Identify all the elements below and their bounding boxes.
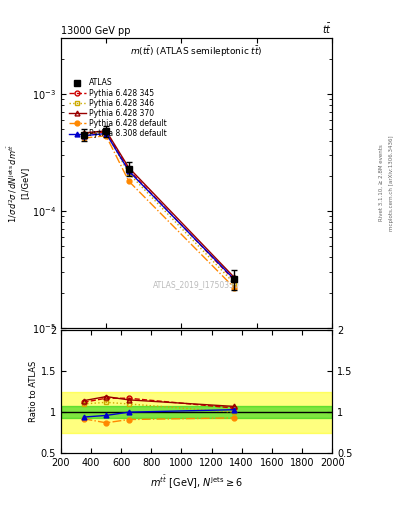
Line: Pythia 8.308 default: Pythia 8.308 default (81, 131, 237, 282)
Text: mcplots.cern.ch [arXiv:1306.3436]: mcplots.cern.ch [arXiv:1306.3436] (389, 135, 393, 231)
Pythia 8.308 default (232, 276, 237, 282)
Line: Pythia 6.428 370: Pythia 6.428 370 (81, 129, 237, 280)
Line: Pythia 6.428 345: Pythia 6.428 345 (81, 130, 237, 283)
Text: ATLAS_2019_I1750330: ATLAS_2019_I1750330 (153, 280, 240, 289)
Text: $m(t\bar{t})$ (ATLAS semileptonic $t\bar{t}$): $m(t\bar{t})$ (ATLAS semileptonic $t\bar… (130, 44, 263, 59)
Pythia 8.308 default (104, 131, 108, 137)
Bar (61, 407, 332, 418)
Pythia 6.428 370 (126, 164, 131, 170)
Pythia 6.428 345 (232, 277, 237, 283)
Pythia 6.428 346 (126, 170, 131, 176)
Pythia 6.428 default (104, 133, 108, 139)
Pythia 6.428 default (232, 285, 237, 291)
X-axis label: $m^{t\bar{t}}$ [GeV], $N^{\rm jets} \geq 6$: $m^{t\bar{t}}$ [GeV], $N^{\rm jets} \geq… (150, 474, 243, 490)
Pythia 6.428 345 (126, 167, 131, 173)
Line: Pythia 6.428 default: Pythia 6.428 default (81, 133, 237, 290)
Y-axis label: Ratio to ATLAS: Ratio to ATLAS (29, 361, 38, 422)
Bar (61, 392, 332, 433)
Pythia 6.428 370 (81, 130, 86, 136)
Pythia 8.308 default (81, 133, 86, 139)
Pythia 6.428 default (81, 135, 86, 141)
Text: 13000 GeV pp: 13000 GeV pp (61, 26, 130, 36)
Pythia 6.428 346 (104, 130, 108, 136)
Legend: ATLAS, Pythia 6.428 345, Pythia 6.428 346, Pythia 6.428 370, Pythia 6.428 defaul: ATLAS, Pythia 6.428 345, Pythia 6.428 34… (68, 77, 168, 140)
Pythia 8.308 default (126, 168, 131, 174)
Pythia 6.428 345 (81, 131, 86, 137)
Text: $t\bar{t}$: $t\bar{t}$ (322, 22, 332, 36)
Pythia 6.428 346 (81, 131, 86, 137)
Pythia 6.428 345 (104, 129, 108, 135)
Text: Rivet 3.1.10, ≥ 2.8M events: Rivet 3.1.10, ≥ 2.8M events (379, 145, 384, 221)
Pythia 6.428 default (126, 178, 131, 184)
Pythia 6.428 346 (232, 280, 237, 286)
Pythia 6.428 370 (232, 274, 237, 281)
Y-axis label: $1/\sigma\,d^2\!\sigma\,/\,dN^{\rm jets}\,dm^{t\bar{t}}$
[1/GeV]: $1/\sigma\,d^2\!\sigma\,/\,dN^{\rm jets}… (5, 143, 29, 223)
Line: Pythia 6.428 346: Pythia 6.428 346 (81, 130, 237, 286)
Pythia 6.428 370 (104, 128, 108, 134)
